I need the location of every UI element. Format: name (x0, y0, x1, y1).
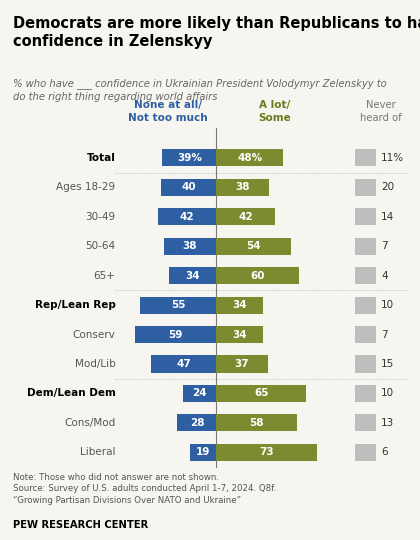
Text: Never
heard of: Never heard of (360, 100, 402, 123)
Text: 19: 19 (196, 447, 210, 457)
Text: 6: 6 (381, 447, 388, 457)
Text: 11%: 11% (381, 153, 404, 163)
Text: 65: 65 (254, 388, 269, 399)
Text: 10: 10 (381, 300, 394, 310)
Text: 10: 10 (381, 388, 394, 399)
Text: 28: 28 (190, 418, 204, 428)
Text: 30-49: 30-49 (85, 212, 116, 222)
Text: 54: 54 (247, 241, 261, 251)
Text: 40: 40 (181, 183, 196, 192)
Text: 34: 34 (233, 300, 247, 310)
Text: 47: 47 (176, 359, 191, 369)
Text: 34: 34 (233, 329, 247, 340)
Text: None at all/
Not too much: None at all/ Not too much (128, 100, 208, 123)
Text: Rep/Lean Rep: Rep/Lean Rep (34, 300, 116, 310)
Text: 42: 42 (238, 212, 253, 222)
Text: Ages 18-29: Ages 18-29 (56, 183, 116, 192)
Text: 60: 60 (251, 271, 265, 281)
Text: 13: 13 (381, 418, 394, 428)
Text: 42: 42 (180, 212, 194, 222)
Text: 37: 37 (235, 359, 249, 369)
Text: Note: Those who did not answer are not shown.
Source: Survey of U.S. adults cond: Note: Those who did not answer are not s… (13, 472, 276, 505)
Text: Dem/Lean Dem: Dem/Lean Dem (26, 388, 116, 399)
Text: A lot/
Some: A lot/ Some (259, 100, 291, 123)
Text: Liberal: Liberal (80, 447, 116, 457)
Text: 59: 59 (168, 329, 183, 340)
Text: Democrats are more likely than Republicans to have
confidence in Zelenskyy: Democrats are more likely than Republica… (13, 16, 420, 49)
Text: 38: 38 (183, 241, 197, 251)
Text: 7: 7 (381, 329, 388, 340)
Text: Mod/Lib: Mod/Lib (75, 359, 116, 369)
Text: 39%: 39% (177, 153, 202, 163)
Text: 48%: 48% (237, 153, 262, 163)
Text: 55: 55 (171, 300, 186, 310)
Text: 15: 15 (381, 359, 394, 369)
Text: Cons/Mod: Cons/Mod (64, 418, 116, 428)
Text: 65+: 65+ (94, 271, 116, 281)
Text: PEW RESEARCH CENTER: PEW RESEARCH CENTER (13, 520, 148, 530)
Text: 20: 20 (381, 183, 394, 192)
Text: 38: 38 (235, 183, 250, 192)
Text: 34: 34 (185, 271, 200, 281)
Text: 50-64: 50-64 (85, 241, 116, 251)
Text: % who have ___ confidence in Ukrainian President Volodymyr Zelenskyy to
do the r: % who have ___ confidence in Ukrainian P… (13, 78, 386, 102)
Text: Total: Total (87, 153, 116, 163)
Text: 58: 58 (249, 418, 264, 428)
Text: Conserv: Conserv (73, 329, 116, 340)
Text: 7: 7 (381, 241, 388, 251)
Text: 73: 73 (260, 447, 274, 457)
Text: 4: 4 (381, 271, 388, 281)
Text: 14: 14 (381, 212, 394, 222)
Text: 24: 24 (192, 388, 207, 399)
